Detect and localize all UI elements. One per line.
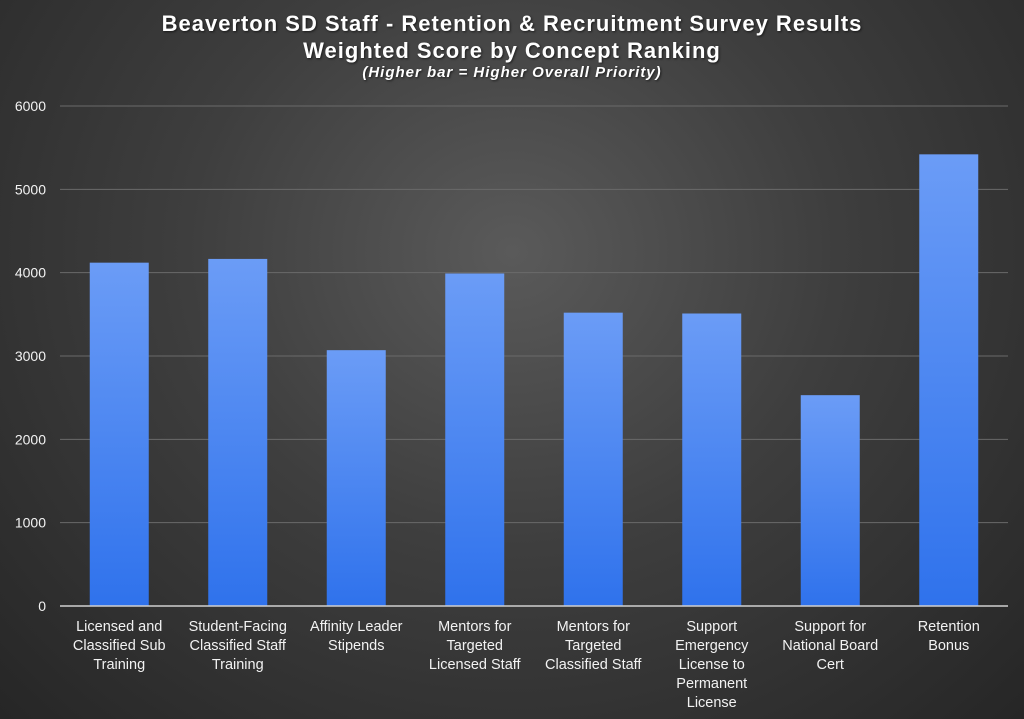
y-tick-label: 0 [38, 598, 46, 614]
x-category-label: Student-Facing Classified Staff Training [189, 619, 287, 673]
y-axis-tick-labels: 0 1000 2000 3000 4000 5000 6000 [15, 98, 46, 614]
x-category-label: Affinity Leader Stipends [310, 619, 403, 654]
x-category-label: Support for National Board Cert [782, 619, 878, 673]
bars [89, 154, 979, 607]
bar [919, 154, 979, 607]
x-axis-category-labels: Licensed and Classified Sub Training Studen… [73, 619, 980, 711]
bar [445, 273, 505, 606]
y-tick-label: 6000 [15, 98, 46, 114]
gridlines [60, 105, 1008, 524]
y-tick-label: 4000 [15, 265, 46, 281]
bar [89, 262, 149, 606]
chart-subtitle: (Higher bar = Higher Overall Priority) [362, 64, 662, 81]
x-category-label: Licensed and Classified Sub Training [73, 619, 166, 673]
chart-title-line2: Weighted Score by Concept Ranking [303, 38, 721, 63]
x-category-label: Retention Bonus [918, 619, 980, 654]
bar [682, 313, 742, 606]
x-category-label: Mentors for Targeted Licensed Staff [429, 619, 522, 673]
x-category-label: Support Emergency License to Permanent Licen… [675, 619, 749, 711]
y-tick-label: 1000 [15, 515, 46, 531]
y-tick-label: 2000 [15, 431, 46, 447]
bar [800, 395, 860, 606]
y-tick-label: 3000 [15, 348, 46, 364]
chart-title-block: Beaverton SD Staff - Retention & Recruit… [0, 10, 1024, 82]
chart-title-line1: Beaverton SD Staff - Retention & Recruit… [161, 11, 863, 36]
bar [326, 350, 386, 606]
bar [208, 258, 268, 606]
x-category-label: Mentors for Targeted Classified Staff [545, 619, 642, 673]
y-tick-label: 5000 [15, 181, 46, 197]
bar [563, 312, 623, 606]
